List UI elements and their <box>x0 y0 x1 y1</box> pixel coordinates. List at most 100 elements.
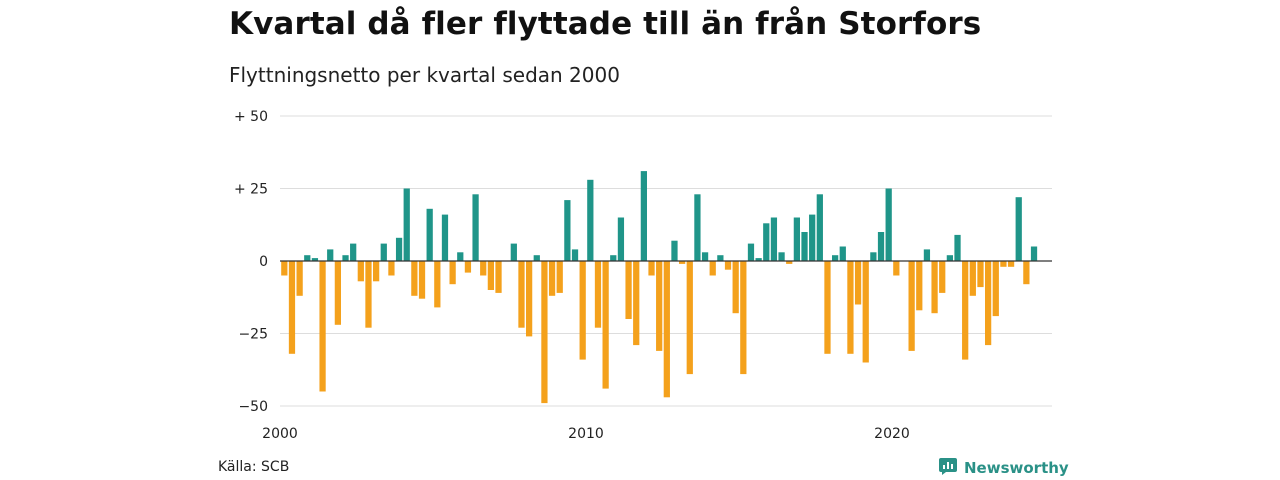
bar <box>602 261 609 389</box>
bar <box>985 261 992 346</box>
bar <box>740 261 747 375</box>
bar <box>510 243 517 261</box>
bar <box>1030 246 1038 261</box>
bar <box>1000 261 1007 267</box>
bar <box>541 261 548 404</box>
bar <box>1023 261 1030 285</box>
bar <box>395 237 403 261</box>
bar <box>809 214 816 261</box>
bar <box>457 252 464 261</box>
bar <box>679 261 686 264</box>
bar <box>694 194 701 261</box>
y-tick-label: + 25 <box>234 182 268 198</box>
bar <box>373 261 380 282</box>
bar <box>304 255 311 261</box>
bar <box>877 232 885 261</box>
bar <box>342 255 349 261</box>
bar <box>350 243 357 261</box>
bar <box>388 261 395 276</box>
bar <box>977 261 984 288</box>
bar <box>793 217 800 261</box>
newsworthy-logo-icon <box>938 456 958 480</box>
bar <box>671 240 678 261</box>
bar <box>946 255 953 261</box>
bar <box>426 208 433 261</box>
bar <box>288 261 296 354</box>
bar <box>1007 261 1015 267</box>
bar <box>472 194 479 261</box>
bar <box>281 261 288 276</box>
bar <box>755 258 762 261</box>
bar <box>801 232 808 261</box>
bar <box>403 188 410 261</box>
bar <box>656 261 663 351</box>
bar <box>633 261 640 346</box>
bar <box>763 223 770 261</box>
bar <box>357 261 364 282</box>
bar <box>824 261 831 354</box>
bar <box>640 171 647 261</box>
y-tick-label: −25 <box>238 327 268 343</box>
bar <box>480 261 487 276</box>
bar <box>816 194 823 261</box>
bar <box>701 252 709 261</box>
bar <box>786 261 793 264</box>
bar <box>617 217 625 261</box>
bar <box>495 261 502 293</box>
bar <box>954 234 961 261</box>
bar <box>418 261 426 299</box>
bar <box>770 217 778 261</box>
bar <box>556 261 563 293</box>
bar <box>571 249 579 261</box>
bar <box>464 261 472 273</box>
bar <box>365 261 372 328</box>
chart-subtitle: Flyttningsnetto per kvartal sedan 2000 <box>229 63 620 87</box>
bar <box>663 261 670 398</box>
brand: Newsworthy <box>938 456 1069 480</box>
bar <box>434 261 441 308</box>
bar <box>518 261 525 328</box>
x-tick-label: 2020 <box>874 426 910 442</box>
bar <box>327 249 334 261</box>
bar <box>594 261 602 328</box>
bar <box>839 246 846 261</box>
bar <box>709 261 716 276</box>
bar <box>587 179 594 261</box>
bar <box>441 214 449 261</box>
bar <box>717 255 724 261</box>
bar <box>862 261 869 363</box>
bar <box>885 188 892 261</box>
bar <box>548 261 556 296</box>
bar <box>411 261 418 296</box>
bar <box>296 261 303 296</box>
bar <box>923 249 931 261</box>
bar <box>449 261 456 285</box>
bar <box>311 258 319 261</box>
bar <box>334 261 341 325</box>
brand-name: Newsworthy <box>964 459 1069 477</box>
bar <box>969 261 976 296</box>
bar <box>962 261 969 360</box>
bar <box>648 261 655 276</box>
bar <box>893 261 900 276</box>
bar <box>939 261 946 293</box>
bar <box>832 255 839 261</box>
bar <box>1015 197 1022 261</box>
bar <box>564 200 571 261</box>
bar <box>625 261 632 319</box>
bar <box>778 252 785 261</box>
bar <box>724 261 732 270</box>
x-tick-label: 2010 <box>568 426 604 442</box>
y-tick-label: −50 <box>238 399 268 415</box>
y-tick-label: + 50 <box>234 109 268 125</box>
bar <box>870 252 877 261</box>
bar <box>319 261 326 392</box>
bar <box>747 243 755 261</box>
bar <box>526 261 533 337</box>
bar <box>686 261 693 375</box>
bar <box>533 255 540 261</box>
source-label: Källa: SCB <box>218 459 290 475</box>
x-tick-label: 2000 <box>262 426 298 442</box>
bar <box>854 261 862 305</box>
